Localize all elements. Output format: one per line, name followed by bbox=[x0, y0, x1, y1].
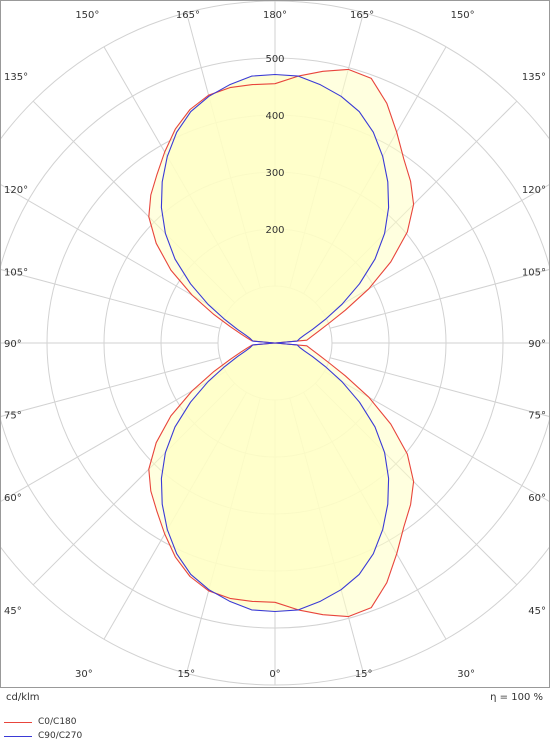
angle-label-75-left: 75° bbox=[4, 411, 22, 422]
angle-label-30-left: 30° bbox=[75, 669, 93, 680]
radial-tick-labels: 200 300 400 500 bbox=[265, 54, 284, 236]
curve-c90-c270-upper bbox=[160, 73, 390, 344]
grid-spoke-300 bbox=[0, 371, 226, 503]
legend-label-c0-c180: C0/C180 bbox=[38, 717, 77, 727]
curve-c90-c270-lower bbox=[160, 342, 390, 613]
curve-c0-c180-upper bbox=[148, 68, 415, 344]
legend-swatch-c90-c270 bbox=[4, 735, 32, 737]
angle-labels: 0° 15° 15° 30° 30° 45° 45° 60° 60° 75° 75° 90° 90° 10… bbox=[4, 10, 546, 680]
fill-c90-c270-upper bbox=[161, 74, 389, 343]
radial-tick-500: 500 bbox=[265, 54, 284, 65]
angle-label-135-left: 135° bbox=[4, 72, 28, 83]
radial-tick-300: 300 bbox=[265, 168, 284, 179]
angle-label-15-right: 15° bbox=[355, 669, 373, 680]
grid-spoke-240 bbox=[0, 183, 226, 315]
legend-label-c90-c270: C90/C270 bbox=[38, 731, 83, 741]
angle-label-105-right: 105° bbox=[522, 267, 546, 278]
curve-c0-c180-lower bbox=[148, 342, 415, 618]
angle-label-15-left: 15° bbox=[177, 669, 195, 680]
angle-label-165-left: 165° bbox=[176, 10, 200, 21]
chart-footer: cd/klm η = 100 % C0/C180 C90/C270 bbox=[0, 688, 550, 750]
angle-label-150-left: 150° bbox=[75, 10, 99, 21]
angle-label-180-right: 180° bbox=[263, 10, 287, 21]
radial-tick-200: 200 bbox=[265, 225, 284, 236]
grid-spoke-75 bbox=[329, 357, 550, 418]
angle-label-75-right: 75° bbox=[528, 411, 546, 422]
angle-label-120-right: 120° bbox=[522, 185, 546, 196]
angle-label-45-left: 45° bbox=[4, 606, 22, 617]
angle-label-0-right: 0° bbox=[269, 669, 280, 680]
grid-spoke-255 bbox=[0, 268, 221, 329]
legend-item-c0-c180: C0/C180 bbox=[4, 715, 82, 729]
angle-label-90-left: 90° bbox=[4, 339, 22, 350]
legend-item-c90-c270: C90/C270 bbox=[4, 729, 82, 743]
angle-label-60-left: 60° bbox=[4, 493, 22, 504]
angle-label-60-right: 60° bbox=[528, 493, 546, 504]
candela-curves bbox=[148, 68, 415, 618]
polar-chart: 200 300 400 500 0° 15° 15° 30° 30° 45° 45° 60° 60° 7… bbox=[0, 0, 550, 688]
efficiency-label: η = 100 % bbox=[490, 692, 543, 703]
angle-label-150-right: 150° bbox=[451, 10, 475, 21]
angle-label-45-right: 45° bbox=[528, 606, 546, 617]
grid-spoke-285 bbox=[0, 357, 221, 418]
unit-label: cd/klm bbox=[6, 692, 40, 703]
radial-tick-400: 400 bbox=[265, 111, 284, 122]
legend: C0/C180 C90/C270 bbox=[4, 715, 82, 743]
legend-swatch-c0-c180 bbox=[4, 721, 32, 723]
angle-label-30-right: 30° bbox=[457, 669, 475, 680]
fill-c90-c270-lower bbox=[161, 343, 389, 612]
candela-fills bbox=[148, 69, 414, 617]
angle-label-105-left: 105° bbox=[4, 267, 28, 278]
grid-spoke-105 bbox=[329, 268, 550, 329]
angle-label-90-right: 90° bbox=[528, 339, 546, 350]
angle-label-135-right: 135° bbox=[522, 72, 546, 83]
angle-label-165-right: 165° bbox=[350, 10, 374, 21]
angle-label-120-left: 120° bbox=[4, 185, 28, 196]
